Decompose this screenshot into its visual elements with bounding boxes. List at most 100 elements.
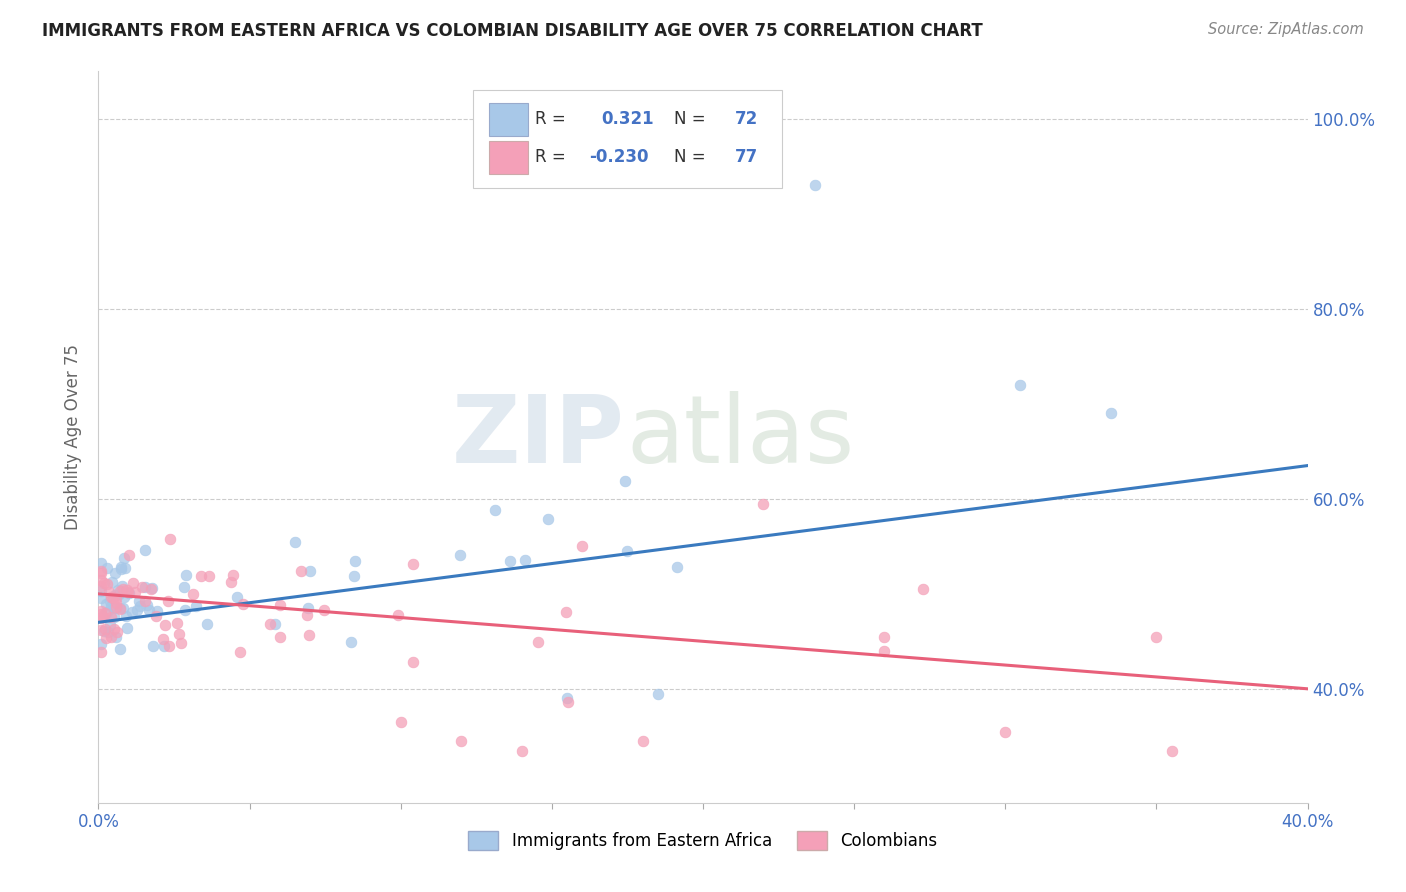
Point bbox=[665, 560, 688, 574]
Point bbox=[122, 576, 145, 591]
Point bbox=[96, 631, 118, 645]
Point bbox=[153, 639, 176, 653]
Point bbox=[269, 599, 291, 613]
Point bbox=[555, 605, 578, 619]
Point bbox=[112, 591, 135, 605]
Point bbox=[387, 607, 409, 622]
FancyBboxPatch shape bbox=[489, 103, 527, 136]
Point bbox=[616, 544, 638, 558]
Point bbox=[402, 655, 425, 669]
Point bbox=[141, 581, 163, 595]
Point bbox=[90, 556, 112, 570]
Point bbox=[994, 724, 1017, 739]
Point bbox=[90, 566, 112, 580]
Point bbox=[90, 624, 112, 638]
Text: N =: N = bbox=[673, 148, 706, 166]
Point bbox=[527, 635, 550, 649]
Legend: Immigrants from Eastern Africa, Colombians: Immigrants from Eastern Africa, Colombia… bbox=[461, 824, 945, 856]
Text: IMMIGRANTS FROM EASTERN AFRICA VS COLOMBIAN DISABILITY AGE OVER 75 CORRELATION C: IMMIGRANTS FROM EASTERN AFRICA VS COLOMB… bbox=[42, 22, 983, 40]
Point bbox=[128, 599, 150, 614]
Point bbox=[297, 600, 319, 615]
Point bbox=[571, 539, 593, 553]
Point bbox=[105, 591, 128, 605]
Text: atlas: atlas bbox=[627, 391, 855, 483]
Point bbox=[295, 607, 318, 622]
Point bbox=[100, 590, 122, 604]
Point bbox=[499, 554, 522, 568]
Point bbox=[290, 565, 312, 579]
Point bbox=[159, 532, 181, 546]
Point bbox=[152, 632, 174, 647]
Point bbox=[93, 624, 115, 639]
Point bbox=[124, 584, 146, 599]
Point bbox=[108, 587, 131, 601]
Point bbox=[121, 606, 143, 620]
Point bbox=[118, 586, 141, 600]
FancyBboxPatch shape bbox=[474, 90, 782, 188]
Point bbox=[402, 557, 425, 571]
Point bbox=[101, 575, 124, 590]
Point bbox=[127, 603, 149, 617]
Point bbox=[104, 600, 127, 615]
Point bbox=[98, 594, 121, 608]
Point bbox=[515, 553, 537, 567]
Point bbox=[136, 598, 159, 612]
Point bbox=[614, 474, 637, 488]
Point bbox=[155, 618, 177, 632]
Point bbox=[117, 621, 139, 635]
Point bbox=[100, 630, 122, 644]
Point bbox=[107, 583, 129, 598]
Point bbox=[752, 497, 775, 511]
Point bbox=[298, 564, 321, 578]
Point bbox=[173, 580, 195, 594]
Point bbox=[190, 569, 212, 583]
Point bbox=[94, 597, 117, 611]
Point bbox=[110, 560, 132, 574]
Text: 72: 72 bbox=[734, 110, 758, 128]
Point bbox=[138, 603, 160, 617]
Point bbox=[117, 548, 139, 562]
Point bbox=[100, 609, 122, 624]
Point bbox=[222, 568, 245, 582]
Point bbox=[90, 573, 112, 587]
Point bbox=[297, 628, 319, 642]
Point bbox=[198, 569, 221, 583]
Point bbox=[631, 734, 654, 748]
Point bbox=[1010, 377, 1032, 392]
Point bbox=[145, 608, 167, 623]
Point bbox=[111, 601, 134, 615]
Point bbox=[103, 610, 125, 624]
Point bbox=[90, 645, 112, 659]
Point bbox=[219, 575, 242, 590]
Point bbox=[90, 607, 112, 621]
Point bbox=[484, 503, 506, 517]
Point bbox=[169, 627, 191, 641]
Point bbox=[344, 553, 367, 567]
Point bbox=[103, 591, 125, 606]
Point bbox=[229, 645, 252, 659]
Point bbox=[93, 575, 115, 590]
Point bbox=[96, 605, 118, 619]
Point bbox=[110, 601, 132, 615]
Point bbox=[343, 569, 366, 583]
Point bbox=[98, 584, 121, 599]
Point bbox=[225, 590, 247, 604]
Point bbox=[98, 618, 121, 632]
Point bbox=[90, 584, 112, 599]
Point bbox=[111, 579, 134, 593]
Point bbox=[103, 622, 125, 636]
Point bbox=[166, 616, 188, 631]
Point bbox=[114, 560, 136, 574]
Text: 77: 77 bbox=[734, 148, 758, 166]
Point bbox=[170, 636, 193, 650]
Point bbox=[873, 644, 896, 658]
Point bbox=[94, 606, 117, 620]
Point bbox=[134, 543, 156, 558]
Point bbox=[128, 593, 150, 607]
Point bbox=[183, 586, 205, 600]
Point bbox=[804, 178, 827, 193]
Point bbox=[537, 512, 560, 526]
Point bbox=[96, 577, 118, 591]
Point bbox=[110, 584, 132, 599]
Point bbox=[340, 635, 363, 649]
